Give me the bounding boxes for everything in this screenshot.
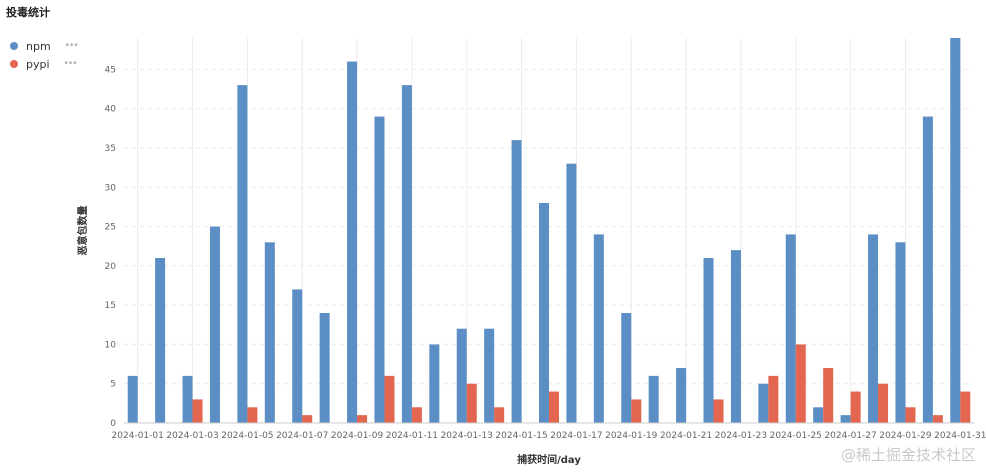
x-tick-label: 2024-01-25 <box>770 431 822 441</box>
legend-swatch-pypi <box>10 60 18 68</box>
x-tick-label: 2024-01-23 <box>715 431 767 441</box>
bar-npm[interactable] <box>511 140 522 423</box>
bar-npm[interactable] <box>347 61 358 423</box>
chart-title: 投毒统计 <box>6 6 50 19</box>
bar-npm[interactable] <box>429 344 440 423</box>
x-tick-label: 2024-01-15 <box>495 431 547 441</box>
x-tick-label: 2024-01-31 <box>934 431 986 441</box>
bar-npm[interactable] <box>813 407 824 423</box>
y-tick-label: 20 <box>105 262 117 272</box>
y-tick-label: 35 <box>105 144 116 154</box>
bar-pypi[interactable] <box>823 368 834 423</box>
bar-npm[interactable] <box>950 38 961 423</box>
y-tick-label: 15 <box>105 301 116 311</box>
legend-label-npm: npm <box>26 39 51 53</box>
bar-npm[interactable] <box>292 289 303 423</box>
bar-pypi[interactable] <box>411 407 422 423</box>
x-tick-label: 2024-01-11 <box>386 431 438 441</box>
bar-pypi[interactable] <box>631 399 642 423</box>
bar-npm[interactable] <box>319 313 330 423</box>
bar-pypi[interactable] <box>192 399 203 423</box>
bar-pypi[interactable] <box>549 391 559 423</box>
bar-npm[interactable] <box>593 234 604 423</box>
y-tick-label: 45 <box>105 65 116 75</box>
x-tick-label: 2024-01-29 <box>879 431 932 441</box>
y-tick-label: 25 <box>105 223 116 233</box>
bar-npm[interactable] <box>703 258 714 423</box>
bar-npm[interactable] <box>566 163 577 423</box>
legend-item-pypi[interactable]: pypi ••• <box>10 55 78 73</box>
bar-npm[interactable] <box>785 234 796 423</box>
bar-pypi[interactable] <box>905 407 916 423</box>
x-axis-title: 捕获时间/day <box>517 453 581 466</box>
bar-npm[interactable] <box>209 226 220 423</box>
bar-npm[interactable] <box>840 415 851 423</box>
x-tick-label: 2024-01-07 <box>276 431 328 441</box>
bar-pypi[interactable] <box>466 383 477 423</box>
bar-npm[interactable] <box>155 258 166 423</box>
x-tick-label: 2024-01-03 <box>166 431 218 441</box>
bar-npm[interactable] <box>922 116 933 424</box>
x-tick-label: 2024-01-27 <box>824 431 876 441</box>
x-tick-label: 2024-01-13 <box>441 431 493 441</box>
bar-npm[interactable] <box>758 383 769 423</box>
bar-npm[interactable] <box>182 375 193 423</box>
bar-npm[interactable] <box>237 85 248 424</box>
bar-npm[interactable] <box>374 116 385 424</box>
bar-pypi[interactable] <box>713 399 724 423</box>
bar-pypi[interactable] <box>302 415 313 423</box>
bar-npm[interactable] <box>127 375 138 423</box>
bar-pypi[interactable] <box>384 375 395 423</box>
x-tick-label: 2024-01-17 <box>550 431 602 441</box>
bar-pypi[interactable] <box>768 375 779 423</box>
x-tick-label: 2024-01-01 <box>112 431 164 441</box>
bar-pypi[interactable] <box>960 391 971 423</box>
bar-pypi[interactable] <box>850 391 861 423</box>
bar-npm[interactable] <box>868 234 879 423</box>
y-axis-title: 恶意包数量 <box>76 206 89 256</box>
bar-pypi[interactable] <box>357 415 368 423</box>
bar-npm[interactable] <box>484 328 495 423</box>
bar-pypi[interactable] <box>494 407 505 423</box>
x-tick-label: 2024-01-21 <box>660 431 712 441</box>
y-tick-label: 0 <box>110 419 116 429</box>
x-tick-label: 2024-01-09 <box>331 431 384 441</box>
y-tick-label: 30 <box>105 183 117 193</box>
bar-npm[interactable] <box>895 242 906 423</box>
bar-pypi[interactable] <box>247 407 258 423</box>
x-tick-label: 2024-01-05 <box>221 431 273 441</box>
y-tick-label: 40 <box>105 105 117 115</box>
bar-pypi[interactable] <box>878 383 889 423</box>
bar-npm[interactable] <box>539 203 549 423</box>
legend-label-pypi: pypi <box>26 57 50 71</box>
bar-npm[interactable] <box>401 85 412 424</box>
bar-npm[interactable] <box>621 313 632 423</box>
watermark: @稀土掘金技术社区 <box>840 446 976 464</box>
x-tick-label: 2024-01-19 <box>605 431 658 441</box>
bar-npm[interactable] <box>456 328 467 423</box>
bar-npm[interactable] <box>730 250 741 423</box>
legend: npm ••• pypi ••• <box>10 37 79 73</box>
more-icon[interactable]: ••• <box>63 59 78 69</box>
bar-npm[interactable] <box>264 242 275 423</box>
legend-item-npm[interactable]: npm ••• <box>10 37 79 55</box>
bar-npm[interactable] <box>648 375 659 423</box>
legend-swatch-npm <box>10 42 18 50</box>
bar-pypi[interactable] <box>932 415 943 423</box>
y-tick-label: 5 <box>110 380 116 390</box>
bar-pypi[interactable] <box>795 344 806 423</box>
bar-npm[interactable] <box>676 368 687 423</box>
more-icon[interactable]: ••• <box>64 41 79 51</box>
y-tick-label: 10 <box>105 340 117 350</box>
